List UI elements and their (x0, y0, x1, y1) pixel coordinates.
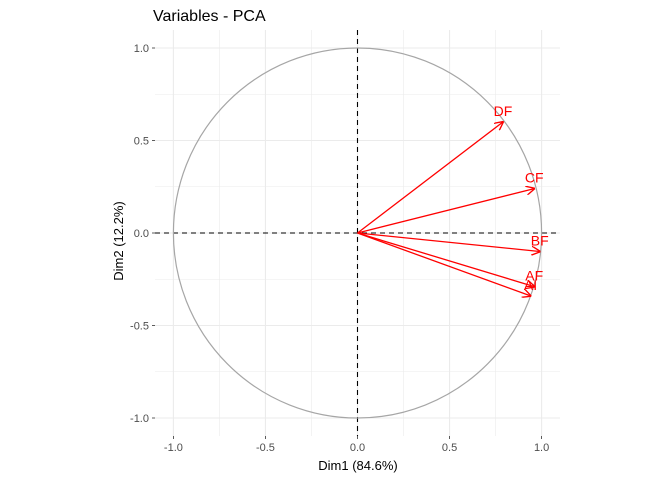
y-tick-label: 0.0 (134, 228, 149, 240)
label-cf: CF (525, 170, 544, 186)
label-df: DF (494, 103, 513, 119)
y-axis-ticks: -1.0 -0.5 0.0 0.5 1.0 (130, 43, 155, 425)
y-tick-label: 0.5 (134, 136, 149, 148)
y-tick-label: -0.5 (130, 321, 149, 333)
arrow-df (357, 122, 503, 234)
arrow-ai (357, 232, 531, 296)
x-tick-label: 1.0 (534, 442, 549, 454)
arrow-cf (357, 189, 535, 234)
y-tick-label: 1.0 (134, 43, 149, 55)
unit-circle (172, 47, 543, 419)
y-axis-title: Dim2 (12.2%) (111, 201, 126, 280)
label-af: AF (525, 268, 543, 284)
x-tick-label: 0.0 (350, 442, 365, 454)
label-bf: BF (531, 233, 549, 249)
correlation-circle (172, 47, 543, 419)
y-tick-label: -1.0 (130, 413, 149, 425)
x-tick-label: -1.0 (164, 442, 183, 454)
arrow-bf (357, 232, 540, 252)
x-axis-ticks: -1.0 -0.5 0.0 0.5 1.0 (164, 436, 549, 454)
x-axis-title: Dim1 (84.6%) (318, 458, 397, 473)
variable-arrows (357, 122, 540, 296)
chart-title: Variables - PCA (153, 8, 266, 25)
x-tick-label: 0.5 (442, 442, 457, 454)
x-tick-label: -0.5 (256, 442, 275, 454)
arrow-af (357, 232, 535, 287)
label-ai: AI (524, 277, 537, 293)
